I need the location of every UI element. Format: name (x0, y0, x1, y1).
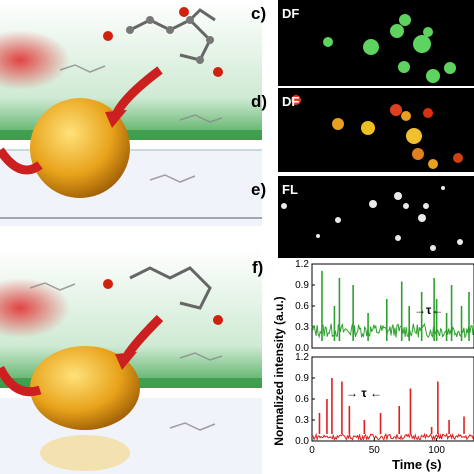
y-tick-label-0-0.6: 0.6 (295, 301, 309, 312)
scene-top-illustration (0, 0, 262, 226)
y-tick-label-0-0.0: 0.0 (295, 343, 309, 354)
intensity-chart: 0.00.30.60.91.20.00.30.60.91.20 50 100→τ←→… (295, 259, 474, 456)
y-axis-label: Normalized intensity (a.u.) (272, 296, 286, 446)
tau-annotation-bottom: → τ ← (346, 386, 382, 400)
panel-c-particles (323, 14, 456, 83)
scene-bottom (0, 248, 262, 474)
panel-c-label: c) (251, 4, 267, 23)
scene-bottom-illustration (0, 248, 262, 474)
y-tick-label-0-0.3: 0.3 (295, 322, 309, 333)
panel-f-label: f) (252, 258, 264, 277)
panel-e-particles (281, 186, 463, 251)
panel-c-image: DF (278, 0, 474, 86)
panel-e-tag: FL (282, 182, 298, 197)
x-tick-label-0: 0 (309, 445, 315, 456)
panel-d-image: DF (278, 88, 474, 172)
x-tick-label-100: 100 (428, 445, 445, 456)
trace-baseline-0 (311, 322, 474, 339)
panel-e-image: FL (278, 176, 474, 258)
x-axis-label: Time (s) (392, 457, 442, 472)
y-tick-label-1-1.2: 1.2 (295, 352, 309, 363)
x-tick-label-50: 50 (369, 445, 381, 456)
panel-e-label: e) (251, 180, 267, 199)
panel-d-tag: DF (282, 94, 300, 109)
scene-top (0, 0, 262, 226)
panel-c-tag: DF (282, 6, 300, 21)
y-tick-label-0-1.2: 1.2 (295, 259, 309, 270)
y-tick-label-1-0.0: 0.0 (295, 436, 309, 447)
y-tick-label-0-0.9: 0.9 (295, 280, 309, 291)
y-tick-label-1-0.6: 0.6 (295, 394, 309, 405)
panel-d-label: d) (251, 92, 268, 111)
y-tick-label-1-0.3: 0.3 (295, 415, 309, 426)
panel-d-particles (291, 95, 463, 169)
y-tick-label-1-0.9: 0.9 (295, 373, 309, 384)
tau-annotation-top: →τ← (414, 303, 443, 317)
trace-baseline-1 (311, 432, 474, 442)
